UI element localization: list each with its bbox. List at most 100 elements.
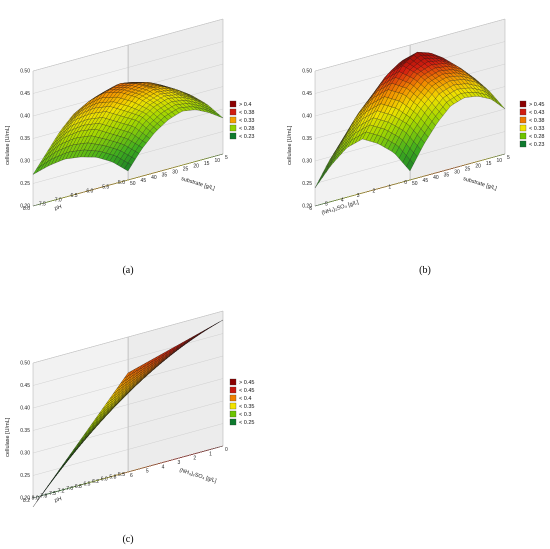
x-tick-label: 7.0 — [55, 197, 62, 203]
panel-b: 0.200.250.300.350.400.450.50654321051015… — [287, 18, 544, 276]
z-gridline — [32, 41, 224, 94]
y-axis-title: (NH₄)₂SO₄ [g/L] — [179, 468, 218, 485]
legend-label: < 0.33 — [529, 126, 544, 132]
x-tick-label: 6.0 — [86, 189, 93, 195]
y-axis-title: substrate [g/L] — [462, 176, 498, 192]
response-surface — [314, 52, 506, 189]
y-axis-title: substrate [g/L] — [180, 176, 216, 192]
x-tick-label: 5.8 — [109, 474, 116, 480]
x-tick-label: 8.2 — [23, 498, 30, 504]
legend-swatch — [519, 100, 527, 108]
x-tick-label: 6.5 — [71, 193, 78, 199]
z-tick-label: 0.25 — [302, 181, 312, 187]
y-tick-label: 3 — [178, 460, 181, 466]
response-surface — [32, 319, 224, 508]
z-tick-label: 0.45 — [20, 383, 30, 389]
legend-swatch — [229, 132, 237, 140]
x-tick-label: 7.0 — [66, 486, 73, 492]
legend-swatch — [229, 386, 237, 394]
z-tick-label: 0.20 — [20, 204, 30, 210]
y-tick-label: 5 — [225, 155, 228, 161]
x-tick-label: 6.2 — [92, 479, 99, 485]
x-tick-label: 7.5 — [49, 491, 56, 497]
z-gridline — [32, 18, 224, 72]
x-tick-label: 5.0 — [118, 180, 125, 186]
z-gridline — [32, 333, 224, 386]
z-tick-label: 0.45 — [20, 91, 30, 97]
legend-label: < 0.33 — [239, 118, 254, 124]
z-tick-label: 0.35 — [20, 136, 30, 142]
legend-label: < 0.25 — [239, 420, 254, 426]
x-tick-label: 5 — [325, 202, 328, 208]
z-axis-title: cellulase [U/mL] — [5, 417, 11, 457]
panel-caption: (c) — [122, 534, 133, 545]
z-gridline — [32, 400, 224, 454]
y-tick-label: 35 — [444, 172, 450, 178]
legend-label: > 0.45 — [529, 102, 544, 108]
legend-swatch — [519, 140, 527, 148]
x-tick-label: 2 — [373, 189, 376, 195]
legend-swatch — [519, 108, 527, 116]
z-tick-label: 0.25 — [20, 473, 30, 479]
x-tick-label: 6 — [309, 206, 312, 212]
z-gridline — [314, 18, 506, 72]
y-tick-label: 25 — [183, 167, 189, 173]
x-tick-label: 6.8 — [75, 484, 82, 490]
y-tick-label: 40 — [433, 175, 439, 181]
y-tick-label: 30 — [172, 169, 178, 175]
y-tick-label: 40 — [151, 175, 157, 181]
z-tick-label: 0.30 — [302, 159, 312, 165]
legend: > 0.45 < 0.43 < 0.38 < 0.33 < 0.28 < 0.23 — [519, 100, 544, 148]
y-tick-label: 45 — [141, 178, 147, 184]
legend-label: < 0.3 — [239, 412, 251, 418]
x-tick-label: 8.0 — [23, 206, 30, 212]
x-axis-title: pH — [54, 496, 63, 504]
x-tick-label: 0 — [404, 180, 407, 186]
legend: > 0.45 < 0.45 < 0.4 < 0.35 < 0.3 < 0.25 — [229, 378, 254, 426]
legend-label: < 0.23 — [529, 142, 544, 148]
z-axis-title: cellulase [U/mL] — [287, 125, 293, 165]
y-tick-label: 15 — [486, 161, 492, 167]
legend-swatch — [519, 116, 527, 124]
legend-label: < 0.38 — [239, 110, 254, 116]
x-tick-label: 7.2 — [58, 489, 65, 495]
legend-swatch — [229, 108, 237, 116]
x-tick-label: 6.0 — [101, 477, 108, 483]
x-tick-label: 5.5 — [102, 184, 109, 190]
legend-swatch — [519, 124, 527, 132]
y-tick-label: 6 — [130, 473, 133, 479]
legend-label: < 0.23 — [239, 134, 254, 140]
legend-swatch — [229, 402, 237, 410]
legend-swatch — [229, 378, 237, 386]
legend-swatch — [519, 132, 527, 140]
y-tick-label: 20 — [193, 164, 199, 170]
legend-label: < 0.4 — [239, 396, 251, 402]
y-tick-label: 1 — [209, 451, 212, 457]
z-tick-label: 0.45 — [302, 91, 312, 97]
z-tick-label: 0.50 — [20, 69, 30, 75]
legend-swatch — [229, 124, 237, 132]
x-tick-label: 4 — [341, 197, 344, 203]
z-gridline — [32, 378, 224, 431]
y-tick-label: 50 — [130, 181, 136, 187]
y-tick-label: 25 — [465, 167, 471, 173]
x-tick-label: 6.5 — [84, 481, 91, 487]
x-tick-label: 7.8 — [40, 493, 47, 499]
z-tick-label: 0.35 — [20, 428, 30, 434]
y-tick-label: 5 — [507, 155, 510, 161]
y-tick-label: 15 — [204, 161, 210, 167]
z-tick-label: 0.30 — [20, 451, 30, 457]
legend-label: < 0.35 — [239, 404, 254, 410]
z-tick-label: 0.50 — [20, 361, 30, 367]
z-gridline — [32, 423, 224, 476]
x-axis-title: pH — [54, 204, 63, 212]
legend-swatch — [229, 100, 237, 108]
z-tick-label: 0.50 — [302, 69, 312, 75]
z-tick-label: 0.40 — [20, 406, 30, 412]
legend-swatch — [229, 116, 237, 124]
legend-label: > 0.4 — [239, 102, 251, 108]
legend-label: < 0.28 — [529, 134, 544, 140]
y-tick-label: 2 — [193, 456, 196, 462]
x-tick-label: 3 — [357, 193, 360, 199]
